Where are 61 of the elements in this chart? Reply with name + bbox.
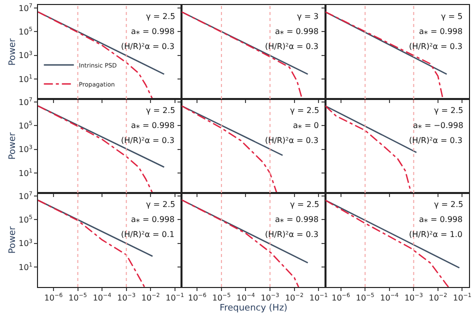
x-tick-label: 10$^{−5}$ bbox=[212, 292, 232, 303]
x-tick-label: 10$^{−2}$ bbox=[285, 292, 304, 303]
annotation: γ = 2.5 bbox=[434, 106, 464, 115]
annotation: (H/R)²α = 0.3 bbox=[265, 136, 319, 145]
annotation: (H/R)²α = 1.0 bbox=[409, 230, 463, 239]
annotation: (H/R)²α = 0.3 bbox=[121, 136, 175, 145]
y-tick-label: 10$^{7}$ bbox=[18, 96, 33, 107]
annotation: (H/R)²α = 0.3 bbox=[265, 42, 319, 51]
annotation: a⁎ = −0.998 bbox=[413, 121, 464, 130]
annotation: a⁎ = 0.998 bbox=[131, 27, 175, 36]
annotation: a⁎ = 0.998 bbox=[275, 27, 319, 36]
x-tick-label: 10$^{−4}$ bbox=[92, 292, 112, 303]
annotation: a⁎ = 0.998 bbox=[419, 215, 463, 224]
y-tick-label: 10$^{5}$ bbox=[18, 120, 33, 131]
y-tick-label: 10$^{3}$ bbox=[18, 238, 33, 248]
y-axis-title: Power bbox=[8, 226, 18, 254]
annotation: (H/R)²α = 0.1 bbox=[121, 230, 175, 239]
y-tick-label: 10$^{1}$ bbox=[18, 168, 33, 178]
annotation: γ = 2.5 bbox=[290, 106, 320, 115]
x-tick-label: 10$^{−1}$ bbox=[309, 292, 328, 303]
annotation: (H/R)²α = 0.3 bbox=[409, 42, 463, 51]
y-tick-label: 10$^{5}$ bbox=[18, 214, 33, 225]
y-tick-label: 10$^{3}$ bbox=[18, 50, 33, 60]
annotation: γ = 2.5 bbox=[146, 12, 176, 21]
x-axis-title: Frequency (Hz) bbox=[220, 303, 288, 314]
x-tick-label: 10$^{−2}$ bbox=[141, 292, 160, 303]
y-tick-label: 10$^{7}$ bbox=[18, 190, 33, 201]
x-tick-label: 10$^{−3}$ bbox=[260, 292, 280, 303]
x-tick-label: 10$^{−6}$ bbox=[44, 292, 64, 303]
annotation: a⁎ = 0 bbox=[293, 121, 319, 130]
annotation: a⁎ = 0.998 bbox=[419, 27, 463, 36]
x-tick-label: 10$^{−1}$ bbox=[453, 292, 472, 303]
y-tick-label: 10$^{1}$ bbox=[18, 262, 33, 272]
y-tick-label: 10$^{3}$ bbox=[18, 144, 33, 154]
x-tick-label: 10$^{−6}$ bbox=[332, 292, 350, 303]
x-tick-label: 10$^{−3}$ bbox=[117, 292, 136, 303]
x-tick-label: 10$^{−1}$ bbox=[166, 292, 185, 303]
y-axis-title: Power bbox=[8, 132, 18, 160]
x-tick-label: 10$^{−4}$ bbox=[380, 292, 400, 303]
annotation: (H/R)²α = 0.3 bbox=[409, 136, 463, 145]
x-tick-label: 10$^{−5}$ bbox=[356, 292, 375, 303]
annotation: γ = 2.5 bbox=[290, 200, 320, 209]
x-tick-label: 10$^{−4}$ bbox=[236, 292, 256, 303]
x-tick-label: 10$^{−5}$ bbox=[68, 292, 88, 303]
annotation: γ = 2.5 bbox=[146, 200, 176, 209]
y-tick-label: 10$^{7}$ bbox=[18, 2, 33, 13]
annotation: γ = 5 bbox=[441, 12, 463, 21]
y-tick-label: 10$^{5}$ bbox=[18, 26, 33, 37]
annotation: a⁎ = 0.998 bbox=[131, 121, 175, 130]
x-tick-label: 10$^{−3}$ bbox=[404, 292, 424, 303]
annotation: γ = 2.5 bbox=[146, 106, 176, 115]
y-tick-label: 10$^{1}$ bbox=[18, 74, 33, 84]
x-tick-label: 10$^{−6}$ bbox=[188, 292, 207, 303]
annotation: (H/R)²α = 0.3 bbox=[121, 42, 175, 51]
annotation: (H/R)²α = 0.3 bbox=[265, 230, 319, 239]
y-axis-title: Power bbox=[8, 38, 18, 66]
x-tick-label: 10$^{−2}$ bbox=[428, 292, 448, 303]
annotation: a⁎ = 0.998 bbox=[275, 215, 319, 224]
annotation: γ = 3 bbox=[297, 12, 319, 21]
annotation: γ = 2.5 bbox=[434, 200, 464, 209]
annotation: a⁎ = 0.998 bbox=[131, 215, 175, 224]
